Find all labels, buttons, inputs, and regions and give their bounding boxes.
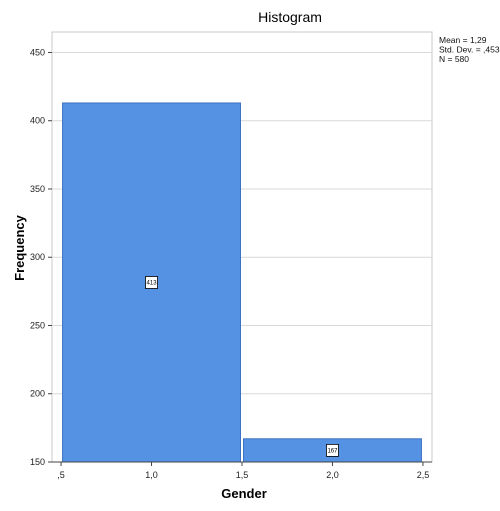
x-axis-label: Gender: [221, 486, 267, 501]
x-tick-label: 2,5: [417, 470, 430, 480]
data-label-box: [145, 276, 158, 289]
y-tick-label: 150: [30, 457, 45, 467]
x-tick-label: 2,0: [326, 470, 339, 480]
x-tick-label: 1,5: [236, 470, 249, 480]
stats-line: Std. Dev. = ,453: [439, 45, 500, 55]
stats-line: N = 580: [439, 54, 469, 64]
data-label: 167: [327, 448, 338, 454]
data-label-box: [326, 443, 339, 457]
x-tick-label: ,5: [57, 470, 65, 480]
y-tick-label: 350: [30, 184, 45, 194]
y-tick-label: 400: [30, 116, 45, 126]
y-tick-label: 250: [30, 320, 45, 330]
y-tick-label: 200: [30, 389, 45, 399]
data-label: 413: [147, 280, 158, 286]
plot-area: 150 200 250 300 350 400 450 413 167 ,5 1,0 1,5 2,0 2,…: [30, 31, 433, 480]
chart-title: Histogram: [258, 9, 322, 25]
y-tick-label: 300: [30, 252, 45, 262]
stats-line: Mean = 1,29: [439, 35, 487, 45]
x-tick-label: 1,0: [145, 470, 158, 480]
y-axis-label: Frequency: [12, 214, 27, 281]
y-tick-label: 450: [30, 47, 45, 57]
